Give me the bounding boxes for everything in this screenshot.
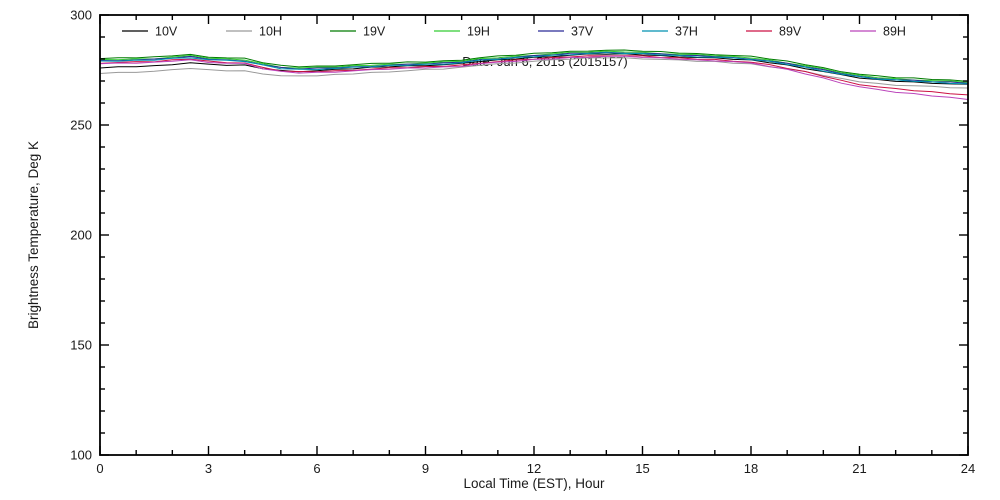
legend: 10V 10H 19V 19H 37V 37H 89V 89H [122, 25, 906, 39]
x-tick-label: 21 [852, 461, 866, 476]
legend-label: 19H [467, 25, 490, 39]
legend-label: 10V [155, 25, 178, 39]
legend-item-89V: 89V [746, 25, 802, 39]
y-tick-label: 200 [70, 228, 92, 243]
legend-item-37V: 37V [538, 25, 594, 39]
legend-item-89H: 89H [850, 25, 906, 39]
legend-label: 89H [883, 25, 906, 39]
x-tick-label: 0 [96, 461, 103, 476]
plot-frame [99, 14, 969, 456]
x-tick-label: 12 [527, 461, 541, 476]
series-line-89H [99, 55, 969, 100]
series-line-10H [99, 57, 969, 89]
legend-item-10H: 10H [226, 25, 282, 39]
series-line-37H [99, 52, 969, 85]
x-tick-label: 3 [205, 461, 212, 476]
x-axis-label: Local Time (EST), Hour [463, 476, 605, 491]
y-axis-label: Brightness Temperature, Deg K [26, 141, 41, 329]
legend-label: 89V [779, 25, 802, 39]
series-line-19V [99, 49, 969, 82]
legend-label: 19V [363, 25, 386, 39]
y-tick-label: 150 [70, 338, 92, 353]
legend-item-19H: 19H [434, 25, 490, 39]
legend-item-19V: 19V [330, 25, 386, 39]
legend-label: 37H [675, 25, 698, 39]
y-tick-label: 250 [70, 118, 92, 133]
x-tick-label: 18 [744, 461, 758, 476]
x-tick-labels: 0 3 6 9 12 15 18 21 24 [96, 461, 975, 476]
y-tick-labels: 100 150 200 250 300 [70, 8, 92, 463]
x-tick-label: 9 [422, 461, 429, 476]
x-tick-label: 15 [635, 461, 649, 476]
series-lines [99, 49, 969, 100]
y-tick-label: 100 [70, 448, 92, 463]
legend-item-37H: 37H [642, 25, 698, 39]
y-tick-label: 300 [70, 8, 92, 23]
legend-label: 10H [259, 25, 282, 39]
axis-ticks [99, 14, 969, 456]
legend-item-10V: 10V [122, 25, 178, 39]
x-tick-label: 6 [313, 461, 320, 476]
x-tick-label: 24 [961, 461, 975, 476]
legend-label: 37V [571, 25, 594, 39]
